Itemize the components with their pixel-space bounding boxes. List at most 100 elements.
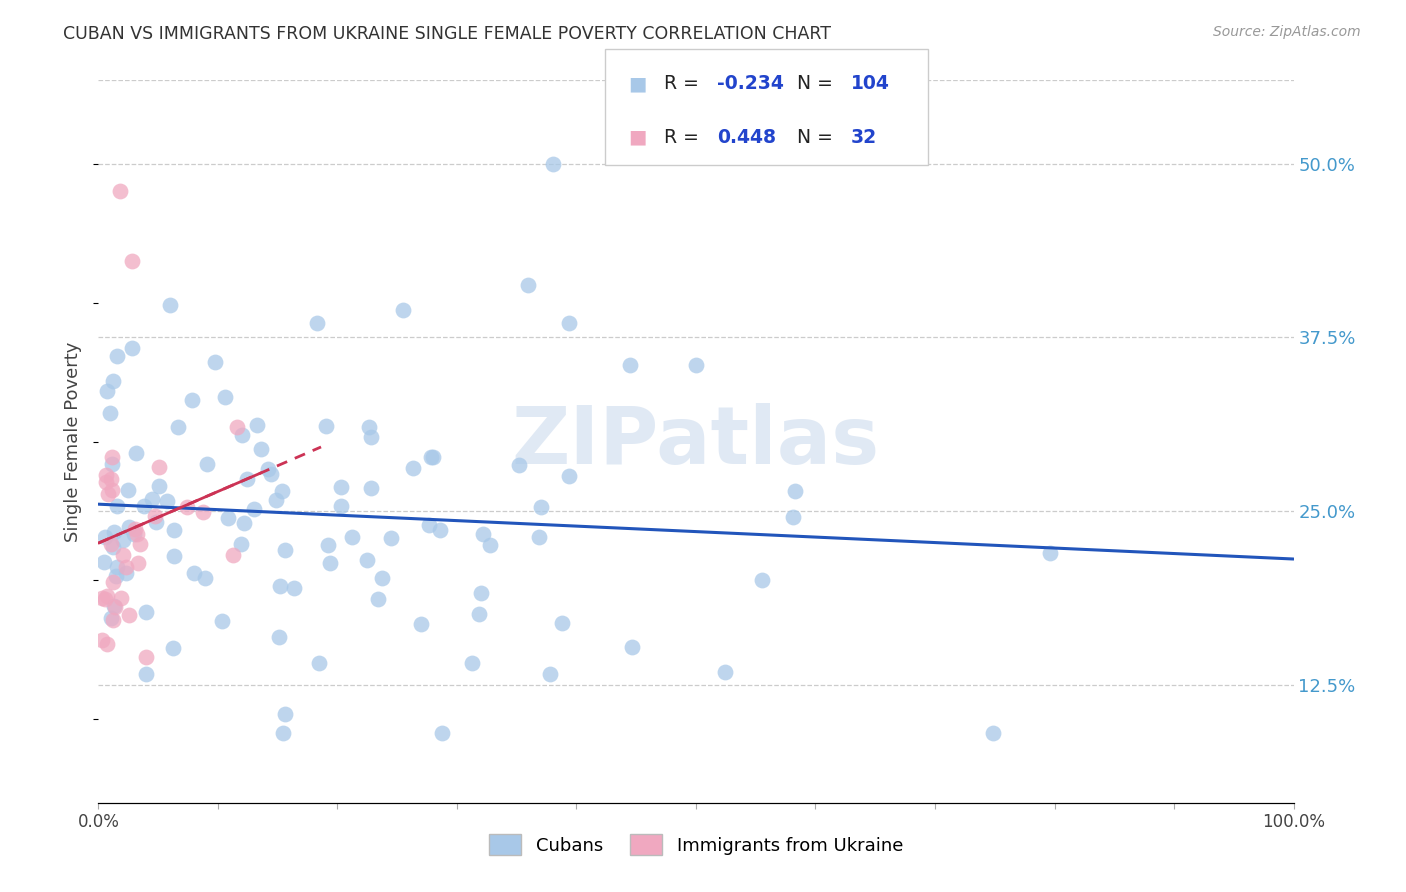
- Text: CUBAN VS IMMIGRANTS FROM UKRAINE SINGLE FEMALE POVERTY CORRELATION CHART: CUBAN VS IMMIGRANTS FROM UKRAINE SINGLE …: [63, 25, 831, 43]
- Point: [218, 511, 240, 525]
- Point: [98, 406, 121, 420]
- Point: [211, 614, 233, 628]
- Point: [558, 316, 581, 330]
- Point: [96, 637, 118, 651]
- Point: [105, 560, 128, 574]
- Point: [467, 607, 489, 622]
- Point: [460, 656, 482, 670]
- Point: [141, 491, 163, 506]
- Text: N =: N =: [797, 128, 839, 146]
- Point: [430, 726, 453, 740]
- Text: 104: 104: [851, 74, 890, 93]
- Text: -0.234: -0.234: [717, 74, 785, 93]
- Text: ■: ■: [628, 128, 647, 146]
- Point: [94, 475, 117, 489]
- Text: Source: ZipAtlas.com: Source: ZipAtlas.com: [1213, 25, 1361, 39]
- Point: [751, 573, 773, 587]
- Point: [264, 493, 287, 508]
- Point: [91, 633, 114, 648]
- Point: [100, 457, 122, 471]
- Point: [93, 555, 115, 569]
- Point: [235, 473, 257, 487]
- Point: [538, 666, 561, 681]
- Point: [342, 530, 364, 544]
- Point: [97, 487, 120, 501]
- Point: [101, 613, 124, 627]
- Point: [118, 607, 141, 622]
- Point: [541, 156, 564, 170]
- Point: [117, 483, 139, 497]
- Point: [418, 517, 440, 532]
- Text: 0.448: 0.448: [717, 128, 776, 146]
- Point: [159, 298, 181, 312]
- Point: [135, 666, 157, 681]
- Point: [470, 586, 492, 600]
- Point: [274, 543, 297, 558]
- Point: [195, 458, 218, 472]
- Point: [360, 430, 382, 444]
- Point: [308, 656, 330, 670]
- Point: [260, 467, 283, 481]
- Point: [558, 469, 581, 483]
- Point: [94, 468, 117, 483]
- Point: [981, 726, 1004, 740]
- Point: [508, 458, 530, 473]
- Point: [115, 559, 138, 574]
- Point: [478, 538, 501, 552]
- Point: [176, 500, 198, 515]
- Point: [94, 530, 117, 544]
- Point: [121, 253, 143, 268]
- Point: [108, 185, 131, 199]
- Point: [124, 445, 146, 459]
- Point: [357, 419, 380, 434]
- Text: 32: 32: [851, 128, 877, 146]
- Point: [367, 591, 389, 606]
- Point: [110, 591, 132, 605]
- Point: [516, 278, 538, 293]
- Point: [422, 450, 444, 465]
- Point: [226, 420, 249, 434]
- Point: [167, 419, 190, 434]
- Point: [204, 355, 226, 369]
- Point: [118, 519, 141, 533]
- Y-axis label: Single Female Poverty: Single Female Poverty: [65, 342, 83, 541]
- Text: R =: R =: [664, 128, 704, 146]
- Point: [163, 523, 186, 537]
- Point: [231, 428, 253, 442]
- Point: [429, 523, 451, 537]
- Point: [181, 392, 204, 407]
- Point: [194, 571, 217, 585]
- Point: [96, 589, 118, 603]
- Point: [100, 472, 122, 486]
- Point: [105, 569, 128, 583]
- Point: [245, 418, 267, 433]
- Point: [214, 390, 236, 404]
- Point: [527, 530, 550, 544]
- Point: [283, 581, 305, 595]
- Point: [472, 527, 495, 541]
- Point: [1039, 546, 1062, 560]
- Point: [96, 384, 118, 398]
- Point: [101, 574, 124, 589]
- Point: [550, 616, 572, 631]
- Point: [114, 566, 136, 581]
- Point: [271, 726, 294, 740]
- Point: [685, 358, 707, 372]
- Point: [305, 316, 328, 330]
- Point: [103, 599, 125, 614]
- Point: [148, 479, 170, 493]
- Point: [101, 540, 124, 554]
- Point: [101, 374, 124, 388]
- Point: [111, 548, 134, 562]
- Text: ZIPatlas: ZIPatlas: [512, 402, 880, 481]
- Point: [782, 510, 804, 524]
- Point: [156, 493, 179, 508]
- Point: [269, 578, 291, 592]
- Point: [250, 442, 273, 456]
- Point: [127, 556, 149, 570]
- Point: [91, 591, 114, 605]
- Point: [619, 358, 641, 372]
- Point: [124, 522, 146, 536]
- Point: [319, 556, 342, 570]
- Point: [411, 616, 433, 631]
